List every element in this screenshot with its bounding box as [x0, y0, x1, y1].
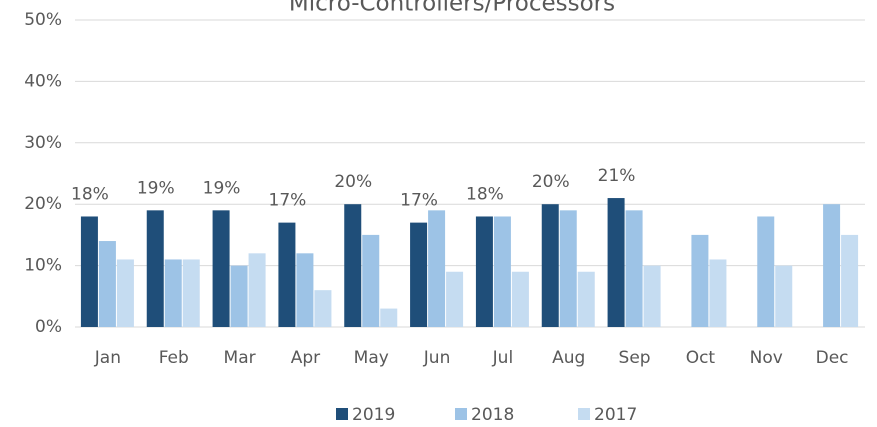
y-tick-label: 20%: [24, 194, 62, 214]
bar: [775, 265, 793, 327]
bar: [230, 265, 248, 327]
bar: [475, 216, 493, 327]
x-tick-label: Oct: [686, 348, 716, 368]
bar: [362, 234, 380, 327]
x-tick-label: Nov: [750, 348, 783, 368]
bar: [296, 253, 314, 327]
data-label: 20%: [532, 172, 570, 192]
data-label: 19%: [203, 178, 241, 198]
bar: [607, 198, 625, 327]
data-label: 17%: [400, 191, 438, 211]
bar: [446, 271, 464, 327]
bar: [98, 241, 116, 327]
legend-label: 2019: [352, 405, 395, 425]
bar: [559, 210, 577, 327]
bar: [164, 259, 182, 327]
bar: [380, 308, 398, 327]
x-tick-label: Dec: [816, 348, 849, 368]
bar: [344, 204, 362, 327]
bar: [314, 290, 332, 327]
bar: [757, 216, 775, 327]
chart-title: Micro-Controllers/Processors: [289, 0, 615, 17]
x-tick-label: Mar: [224, 348, 256, 368]
bar: [182, 259, 200, 327]
x-tick-label: Aug: [552, 348, 585, 368]
y-tick-label: 10%: [24, 256, 62, 276]
legend-swatch: [455, 408, 467, 420]
data-label: 18%: [71, 184, 109, 204]
data-label: 18%: [466, 184, 504, 204]
x-tick-label: Jul: [492, 348, 514, 368]
bar: [541, 204, 559, 327]
x-tick-label: Jan: [94, 348, 121, 368]
data-label: 17%: [269, 191, 307, 211]
bar: [248, 253, 266, 327]
data-label: 20%: [334, 172, 372, 192]
bar: [691, 234, 709, 327]
bar: [709, 259, 727, 327]
legend-swatch: [578, 408, 590, 420]
bar: [841, 234, 859, 327]
legend-label: 2018: [471, 405, 514, 425]
data-label: 19%: [137, 178, 175, 198]
x-tick-label: Feb: [159, 348, 189, 368]
bar: [493, 216, 511, 327]
bar: [643, 265, 661, 327]
y-tick-label: 40%: [24, 71, 62, 91]
bar: [146, 210, 164, 327]
bar: [428, 210, 446, 327]
bar: [511, 271, 529, 327]
bar: [278, 222, 296, 327]
bar: [577, 271, 595, 327]
bar: [116, 259, 134, 327]
bar: [823, 204, 841, 327]
x-tick-label: Sep: [619, 348, 651, 368]
x-tick-label: May: [354, 348, 389, 368]
x-tick-label: Jun: [423, 348, 451, 368]
y-tick-label: 0%: [35, 317, 62, 337]
bar: [212, 210, 230, 327]
x-tick-label: Apr: [291, 348, 320, 368]
y-tick-label: 30%: [24, 133, 62, 153]
y-tick-label: 50%: [24, 10, 62, 30]
bar: [625, 210, 643, 327]
bar: [80, 216, 98, 327]
bar: [410, 222, 428, 327]
legend-label: 2017: [594, 405, 637, 425]
legend-swatch: [336, 408, 348, 420]
data-label: 21%: [598, 166, 636, 186]
